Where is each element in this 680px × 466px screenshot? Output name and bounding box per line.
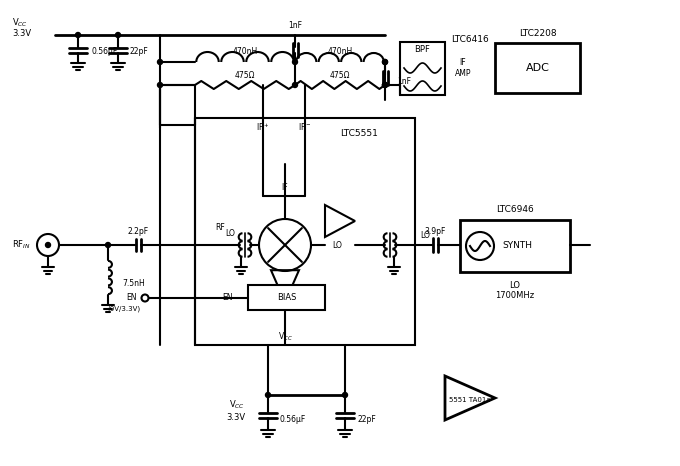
- Circle shape: [382, 60, 388, 64]
- Text: V$_{CC}$: V$_{CC}$: [277, 331, 292, 343]
- Text: EN: EN: [126, 293, 137, 302]
- Text: LO: LO: [420, 231, 430, 240]
- Text: (0V/3.3V): (0V/3.3V): [108, 306, 141, 312]
- Text: SYNTH: SYNTH: [502, 241, 532, 251]
- Text: IF
AMP: IF AMP: [455, 58, 471, 78]
- Bar: [495, 43, 580, 93]
- Text: LTC2208: LTC2208: [519, 29, 556, 39]
- Circle shape: [382, 82, 388, 88]
- Bar: [195, 118, 415, 345]
- Text: 470nH: 470nH: [233, 48, 258, 56]
- Text: ADC: ADC: [526, 63, 549, 73]
- Circle shape: [265, 392, 271, 397]
- Text: RF$_{IN}$: RF$_{IN}$: [12, 239, 31, 251]
- Circle shape: [292, 82, 298, 88]
- Circle shape: [75, 33, 80, 37]
- Text: 0.56μF: 0.56μF: [280, 416, 306, 425]
- Bar: [460, 220, 570, 272]
- Text: 1nF: 1nF: [397, 77, 411, 87]
- Text: 1700MHz: 1700MHz: [496, 292, 534, 301]
- Bar: [400, 42, 445, 95]
- Text: V$_{CC}$: V$_{CC}$: [229, 399, 245, 411]
- Circle shape: [343, 392, 347, 397]
- Text: EN: EN: [222, 294, 233, 302]
- Bar: [248, 285, 325, 310]
- Text: 2.2pF: 2.2pF: [127, 227, 148, 237]
- Text: 475Ω: 475Ω: [330, 71, 350, 81]
- Circle shape: [116, 33, 120, 37]
- Text: V$_{CC}$: V$_{CC}$: [12, 17, 28, 29]
- Text: IF$^-$: IF$^-$: [298, 122, 312, 132]
- Text: IF$^+$: IF$^+$: [256, 121, 270, 133]
- Circle shape: [158, 60, 163, 64]
- Text: 22pF: 22pF: [357, 416, 376, 425]
- Circle shape: [382, 60, 388, 64]
- Text: 3.9pF: 3.9pF: [424, 227, 445, 237]
- Circle shape: [158, 82, 163, 88]
- Text: 7.5nH: 7.5nH: [122, 279, 145, 288]
- Text: LO: LO: [509, 281, 520, 289]
- Text: LTC5551: LTC5551: [340, 129, 378, 137]
- Text: 3.3V: 3.3V: [12, 28, 31, 37]
- Text: IF: IF: [282, 184, 288, 192]
- Text: 1nF: 1nF: [288, 21, 302, 30]
- Text: LO: LO: [225, 228, 235, 238]
- Text: 0.56μF: 0.56μF: [91, 48, 117, 56]
- Text: RF: RF: [215, 224, 225, 233]
- Text: 5551 TA01a: 5551 TA01a: [449, 397, 491, 403]
- Text: LTC6946: LTC6946: [496, 206, 534, 214]
- Text: LO: LO: [332, 240, 342, 249]
- Text: 22pF: 22pF: [130, 48, 149, 56]
- Circle shape: [292, 60, 298, 64]
- Text: 3.3V: 3.3V: [226, 412, 245, 422]
- Text: LTC6416: LTC6416: [451, 35, 489, 44]
- Text: BPF: BPF: [415, 46, 430, 55]
- Circle shape: [105, 242, 110, 247]
- Circle shape: [382, 82, 388, 88]
- Text: BIAS: BIAS: [277, 293, 296, 302]
- Text: 470nH: 470nH: [327, 48, 353, 56]
- Text: 475Ω: 475Ω: [235, 71, 255, 81]
- Circle shape: [382, 82, 388, 88]
- Circle shape: [46, 242, 50, 247]
